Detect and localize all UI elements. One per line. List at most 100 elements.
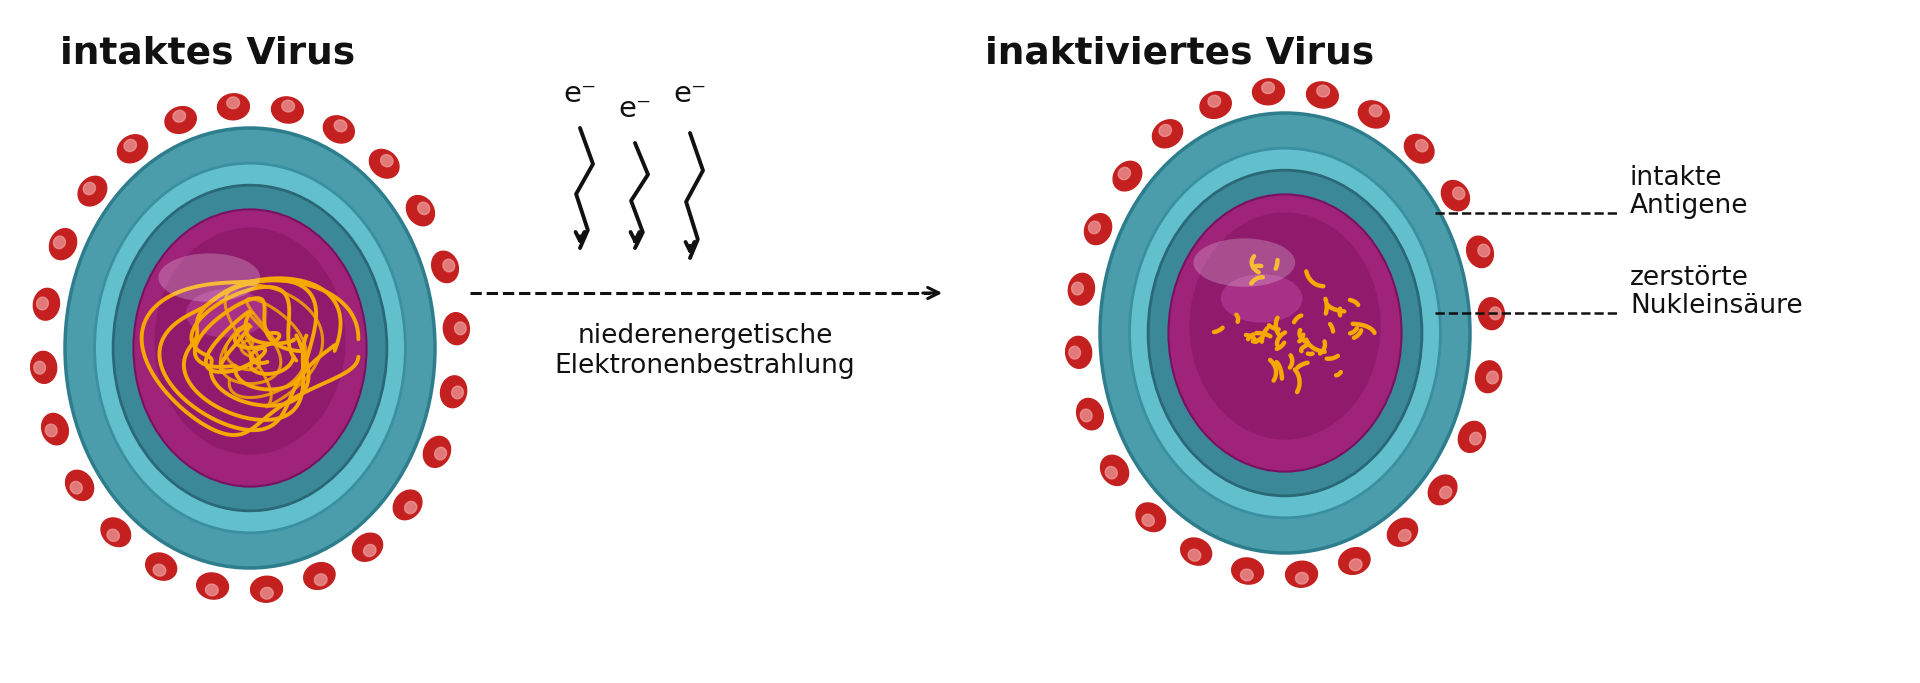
Polygon shape xyxy=(451,386,463,399)
Polygon shape xyxy=(444,260,455,272)
Polygon shape xyxy=(1490,307,1501,320)
Polygon shape xyxy=(1081,409,1092,422)
Polygon shape xyxy=(1453,187,1465,199)
Polygon shape xyxy=(315,574,326,586)
Polygon shape xyxy=(46,424,58,437)
Ellipse shape xyxy=(1188,212,1380,440)
Polygon shape xyxy=(42,413,69,445)
Polygon shape xyxy=(125,139,136,152)
Polygon shape xyxy=(65,471,94,501)
Polygon shape xyxy=(1415,139,1428,152)
Polygon shape xyxy=(31,351,58,383)
Polygon shape xyxy=(1069,346,1081,359)
Polygon shape xyxy=(1068,273,1094,305)
Polygon shape xyxy=(323,116,355,143)
Text: e⁻: e⁻ xyxy=(674,80,707,108)
Polygon shape xyxy=(1160,124,1171,137)
Polygon shape xyxy=(146,553,177,580)
Polygon shape xyxy=(394,490,422,520)
Polygon shape xyxy=(35,361,46,374)
Polygon shape xyxy=(1117,167,1131,180)
Ellipse shape xyxy=(94,163,405,533)
Polygon shape xyxy=(33,288,60,320)
Polygon shape xyxy=(1100,456,1129,486)
Polygon shape xyxy=(1240,569,1254,581)
Polygon shape xyxy=(54,236,65,249)
Polygon shape xyxy=(117,135,148,163)
Polygon shape xyxy=(1428,475,1457,505)
Polygon shape xyxy=(1475,361,1501,393)
Ellipse shape xyxy=(1121,137,1461,542)
Polygon shape xyxy=(217,94,250,120)
Polygon shape xyxy=(1286,561,1317,587)
Polygon shape xyxy=(1296,572,1308,584)
Polygon shape xyxy=(154,564,165,576)
Polygon shape xyxy=(1478,298,1505,330)
Polygon shape xyxy=(407,195,434,226)
Polygon shape xyxy=(1388,518,1417,546)
Polygon shape xyxy=(1486,371,1498,384)
Polygon shape xyxy=(1442,180,1469,211)
Polygon shape xyxy=(1071,282,1083,295)
Text: Antigene: Antigene xyxy=(1630,193,1749,219)
Polygon shape xyxy=(1231,558,1263,584)
Polygon shape xyxy=(1200,92,1231,118)
Ellipse shape xyxy=(1221,274,1302,322)
Polygon shape xyxy=(369,150,399,178)
Polygon shape xyxy=(1350,559,1361,571)
Polygon shape xyxy=(1142,514,1154,527)
Polygon shape xyxy=(1181,538,1212,565)
Polygon shape xyxy=(444,313,468,345)
Polygon shape xyxy=(1077,398,1104,430)
Polygon shape xyxy=(1404,135,1434,163)
Polygon shape xyxy=(455,322,467,335)
Polygon shape xyxy=(108,529,119,542)
Polygon shape xyxy=(1459,421,1486,452)
Polygon shape xyxy=(1085,214,1112,245)
Polygon shape xyxy=(79,176,108,206)
Polygon shape xyxy=(227,97,240,109)
Polygon shape xyxy=(282,100,294,112)
Ellipse shape xyxy=(65,128,436,568)
Ellipse shape xyxy=(1129,148,1440,518)
Ellipse shape xyxy=(1194,238,1296,287)
Polygon shape xyxy=(334,120,348,132)
Polygon shape xyxy=(303,563,336,589)
Ellipse shape xyxy=(1148,170,1423,496)
Polygon shape xyxy=(432,251,459,283)
Polygon shape xyxy=(1089,221,1100,234)
Polygon shape xyxy=(1469,432,1482,445)
Polygon shape xyxy=(1306,82,1338,108)
Ellipse shape xyxy=(186,289,267,337)
Text: e⁻: e⁻ xyxy=(563,80,597,108)
Polygon shape xyxy=(1357,101,1390,128)
Polygon shape xyxy=(1467,236,1494,268)
Polygon shape xyxy=(1398,529,1411,542)
Text: inaktiviertes Virus: inaktiviertes Virus xyxy=(985,35,1375,71)
Text: e⁻: e⁻ xyxy=(618,95,651,123)
Ellipse shape xyxy=(86,152,426,557)
Polygon shape xyxy=(1440,486,1452,499)
Polygon shape xyxy=(271,97,303,123)
Polygon shape xyxy=(363,544,376,557)
Polygon shape xyxy=(1106,466,1117,479)
Polygon shape xyxy=(1338,548,1371,574)
Polygon shape xyxy=(50,229,77,260)
Polygon shape xyxy=(261,587,273,599)
Polygon shape xyxy=(1152,120,1183,148)
Polygon shape xyxy=(252,576,282,602)
Polygon shape xyxy=(102,518,131,546)
Polygon shape xyxy=(71,482,83,494)
Ellipse shape xyxy=(1169,195,1402,471)
Ellipse shape xyxy=(113,185,388,511)
Polygon shape xyxy=(353,533,382,561)
Polygon shape xyxy=(1317,85,1329,97)
Polygon shape xyxy=(1188,549,1200,561)
Text: intaktes Virus: intaktes Virus xyxy=(60,35,355,71)
Polygon shape xyxy=(1252,79,1284,104)
Polygon shape xyxy=(83,182,96,195)
Polygon shape xyxy=(1369,105,1382,117)
Polygon shape xyxy=(1208,96,1221,107)
Polygon shape xyxy=(196,573,228,599)
Polygon shape xyxy=(165,107,196,133)
